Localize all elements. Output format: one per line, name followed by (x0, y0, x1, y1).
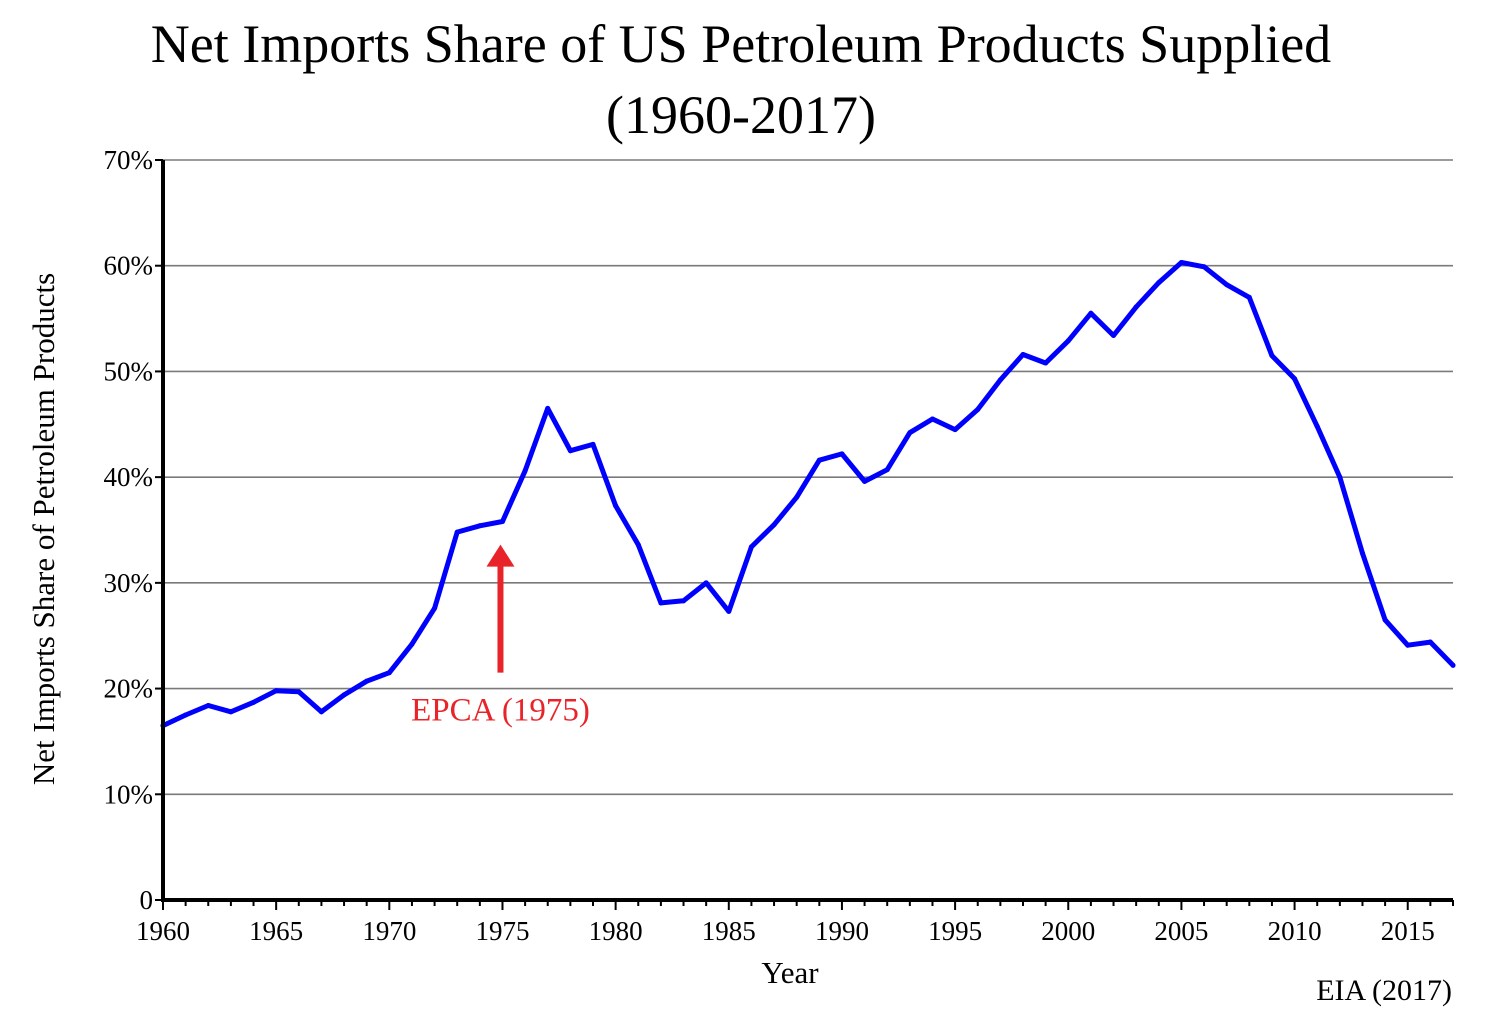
data-point (1314, 423, 1320, 429)
data-point (907, 430, 913, 436)
data-point (1427, 639, 1433, 645)
data-point (409, 641, 415, 647)
data-point (183, 712, 189, 718)
data-point (703, 580, 709, 586)
data-point (522, 468, 528, 474)
data-point (1043, 360, 1049, 366)
data-point (1065, 338, 1071, 344)
x-axis-ticks: 1960 1965 1970 1975 1980 1985 1990 1995 2000 2005… (136, 900, 1454, 946)
data-point (273, 688, 279, 694)
data-point (1224, 282, 1230, 288)
y-tick-label: 50% (104, 356, 154, 386)
data-point (929, 416, 935, 422)
x-tick-label: 2000 (1041, 916, 1095, 946)
data-point (386, 670, 392, 676)
data-point (816, 457, 822, 463)
data-point (1246, 294, 1252, 300)
annotation-arrow-head (486, 544, 515, 567)
data-point (1133, 304, 1139, 310)
axes (161, 160, 1453, 902)
data-point (1178, 260, 1184, 266)
data-point (1111, 332, 1117, 338)
data-point (477, 523, 483, 529)
data-point (499, 519, 505, 525)
data-point (1359, 550, 1365, 556)
data-point (1156, 280, 1162, 286)
chart-subtitle: (1960-2017) (606, 85, 876, 145)
y-tick-label: 40% (104, 462, 154, 492)
x-tick-label: 2005 (1154, 916, 1208, 946)
data-point (1450, 662, 1456, 668)
x-tick-label: 1985 (702, 916, 756, 946)
data-point (726, 608, 732, 614)
data-point (794, 494, 800, 500)
data-point (771, 522, 777, 528)
data-point (341, 692, 347, 698)
data-point (884, 467, 890, 473)
x-tick-label: 1975 (475, 916, 529, 946)
data-point (952, 427, 958, 433)
x-tick-label: 1960 (136, 916, 190, 946)
data-point (1292, 376, 1298, 382)
data-point (681, 598, 687, 604)
y-tick-label: 60% (104, 251, 154, 281)
gridlines (163, 159, 1453, 796)
data-point (613, 503, 619, 509)
x-tick-label: 1970 (362, 916, 416, 946)
data-point (567, 448, 573, 454)
y-axis-ticks: 0 10% 20% 30% 40% 50% 60% 70% (104, 145, 163, 915)
x-tick-label: 2015 (1381, 916, 1435, 946)
annotation-label: EPCA (1975) (411, 693, 590, 729)
annotation-group: EPCA (1975) (411, 544, 590, 729)
data-point (251, 699, 257, 705)
data-point (1337, 474, 1343, 480)
data-point (205, 702, 211, 708)
data-point (590, 441, 596, 447)
plot-area (160, 260, 1456, 729)
y-tick-label: 70% (104, 145, 154, 175)
data-point (1088, 310, 1094, 316)
data-point (1201, 264, 1207, 270)
x-axis-label: Year (761, 955, 819, 990)
data-point (1269, 353, 1275, 359)
y-tick-label: 0 (140, 885, 154, 915)
y-tick-label: 30% (104, 568, 154, 598)
data-point (862, 478, 868, 484)
y-tick-label: 10% (104, 779, 154, 809)
data-point (839, 451, 845, 457)
y-tick-label: 20% (104, 674, 154, 704)
data-point (318, 709, 324, 715)
data-point (997, 377, 1003, 383)
data-point (432, 605, 438, 611)
data-point (364, 678, 370, 684)
data-point (658, 600, 664, 606)
chart-title: Net Imports Share of US Petroleum Produc… (151, 14, 1331, 74)
x-tick-label: 2010 (1268, 916, 1322, 946)
y-axis-label: Net Imports Share of Petroleum Products (26, 273, 61, 785)
data-point (748, 544, 754, 550)
data-point (1405, 642, 1411, 648)
source-note: EIA (2017) (1316, 974, 1452, 1007)
data-point (635, 542, 641, 548)
x-tick-label: 1990 (815, 916, 869, 946)
x-tick-label: 1995 (928, 916, 982, 946)
x-tick-label: 1965 (249, 916, 303, 946)
data-point (975, 406, 981, 412)
data-point (545, 405, 551, 411)
data-point (296, 689, 302, 695)
series-line (160, 260, 1456, 729)
data-point (1020, 352, 1026, 358)
data-point (1382, 617, 1388, 623)
data-point (454, 529, 460, 535)
data-point (228, 709, 234, 715)
x-tick-label: 1980 (589, 916, 643, 946)
